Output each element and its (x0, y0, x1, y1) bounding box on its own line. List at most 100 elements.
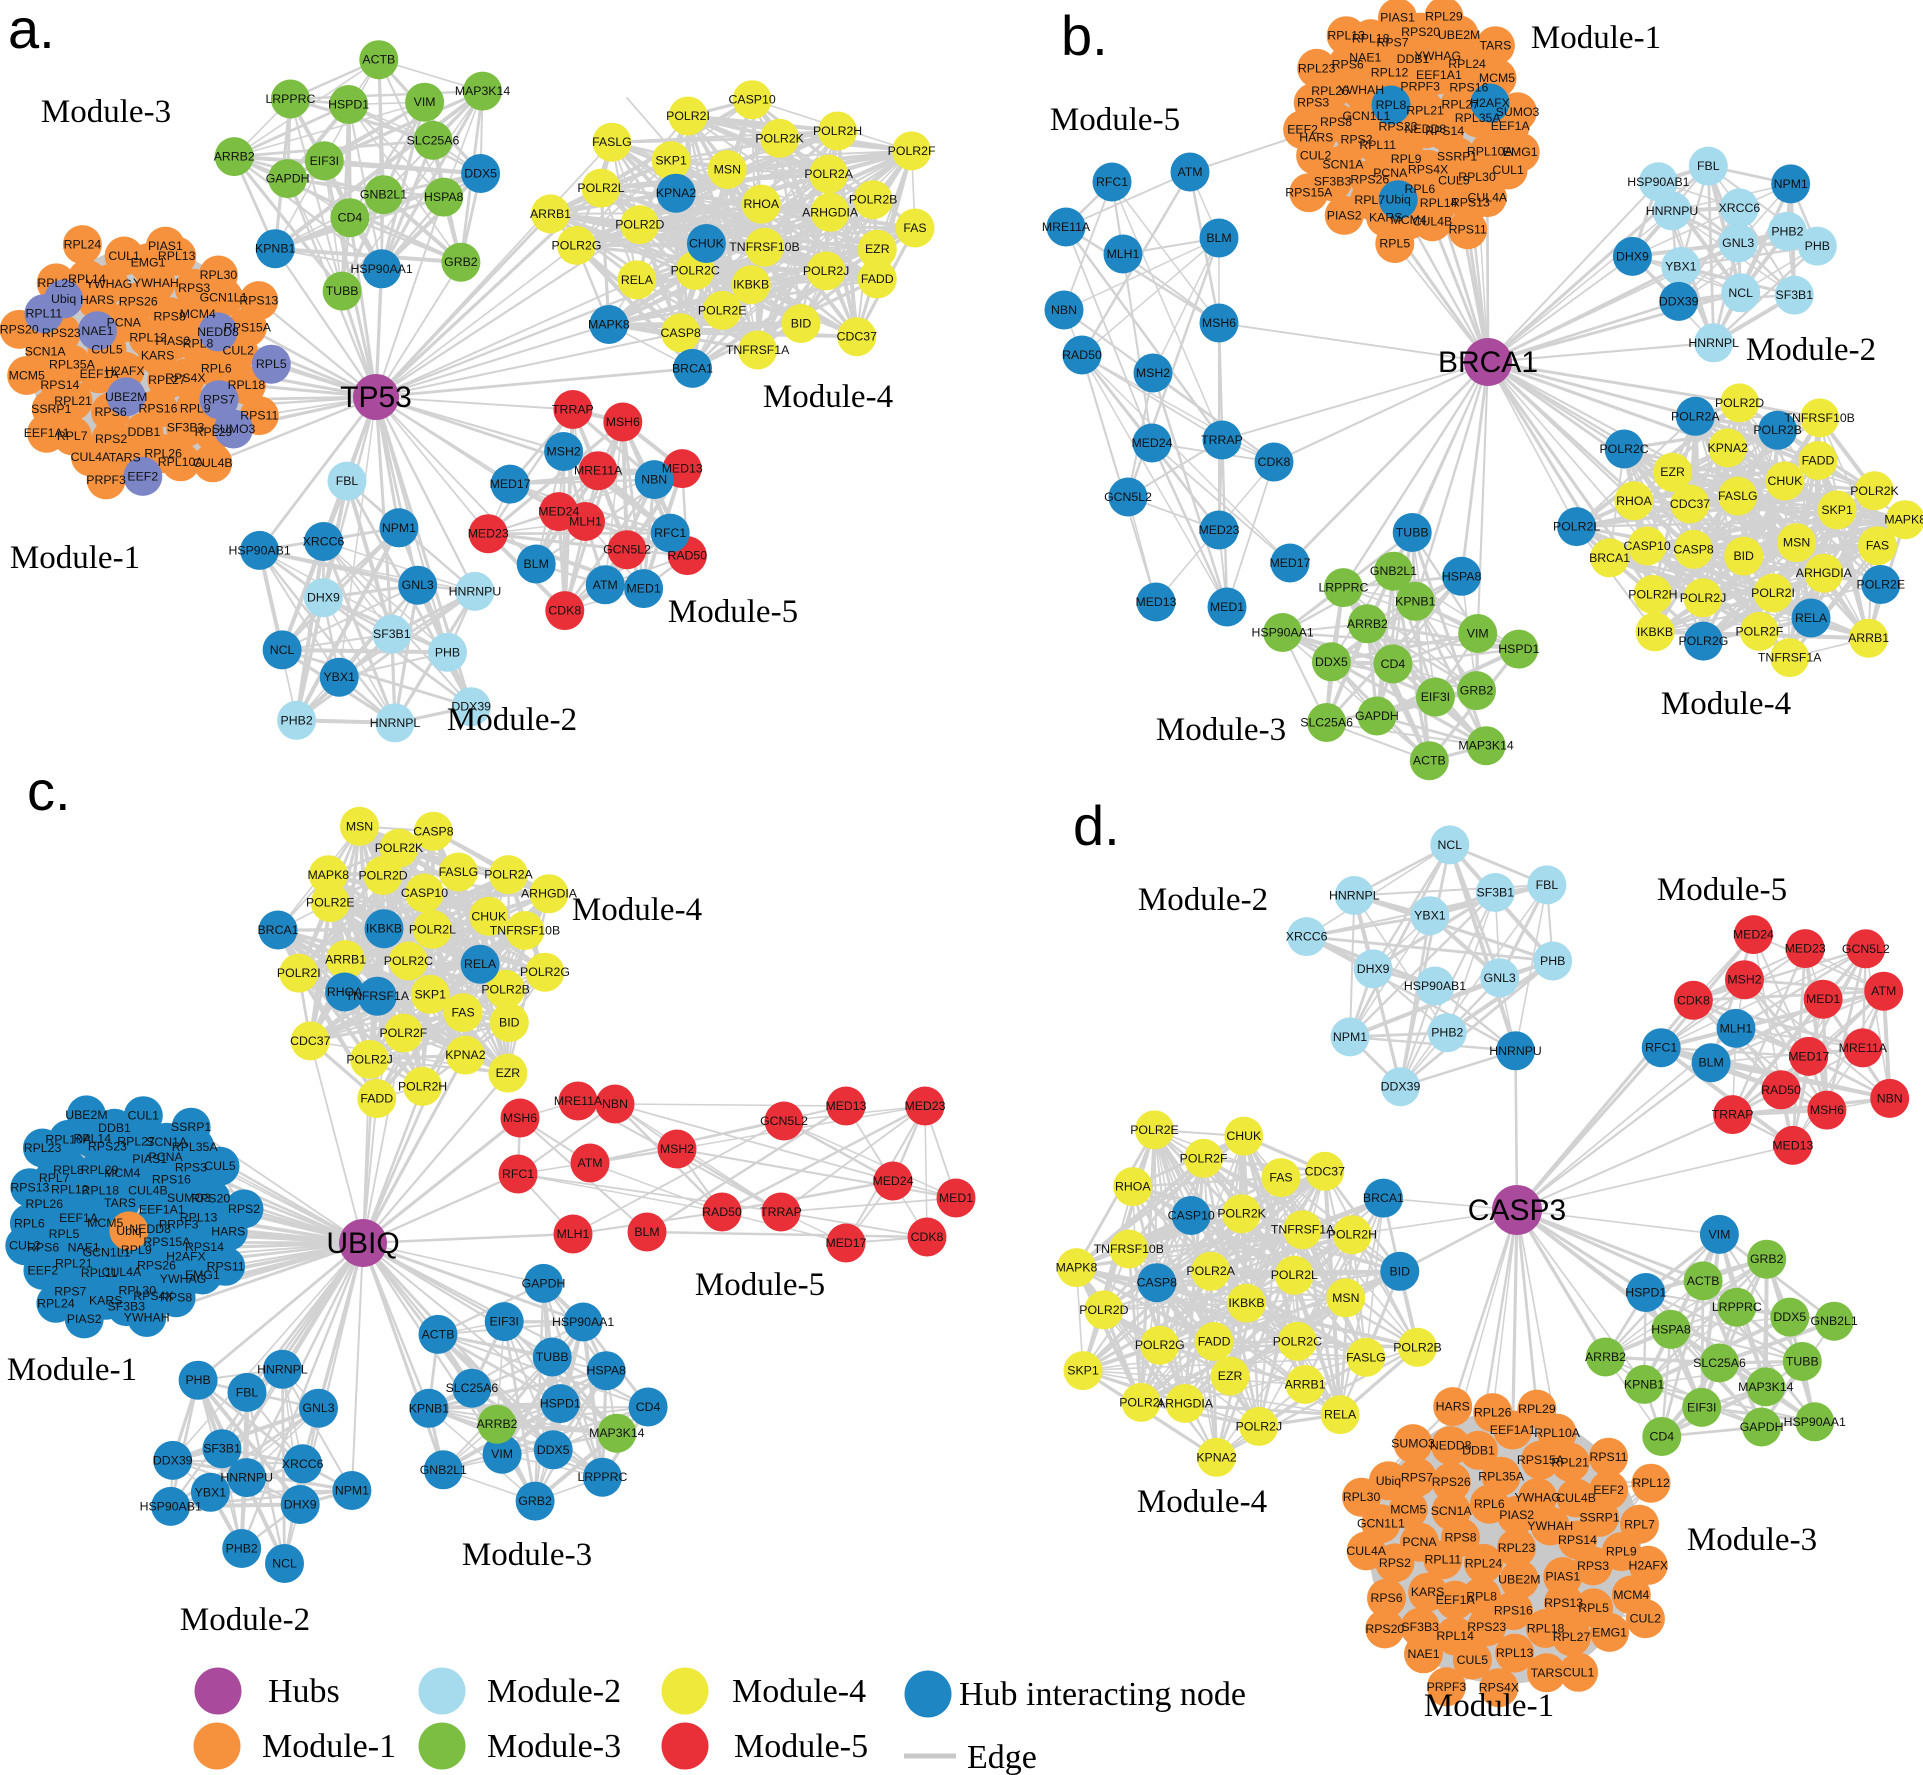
svg-text:EMG1: EMG1 (131, 256, 166, 270)
svg-text:RPL18: RPL18 (81, 1183, 119, 1197)
svg-text:RAD50: RAD50 (667, 549, 707, 563)
svg-text:SSRP1: SSRP1 (1437, 150, 1477, 164)
svg-text:RPS14: RPS14 (40, 378, 79, 392)
svg-text:RPL8: RPL8 (1466, 1590, 1497, 1604)
svg-text:RAD50: RAD50 (1062, 348, 1102, 362)
svg-text:Module-4: Module-4 (572, 892, 702, 928)
svg-text:MED13: MED13 (1135, 595, 1176, 609)
svg-text:SLC25A6: SLC25A6 (1693, 1356, 1746, 1370)
svg-text:HNRNPU: HNRNPU (449, 584, 502, 598)
svg-text:RPL26: RPL26 (144, 447, 182, 461)
svg-text:MLH1: MLH1 (557, 1227, 590, 1241)
svg-text:YWHAH: YWHAH (124, 1311, 170, 1325)
svg-text:MRE11A: MRE11A (1042, 220, 1091, 234)
svg-text:MCM4: MCM4 (1390, 213, 1426, 227)
svg-text:NBN: NBN (1877, 1091, 1903, 1105)
svg-text:XRCC6: XRCC6 (1719, 201, 1761, 215)
svg-text:CASP10: CASP10 (1624, 539, 1671, 553)
svg-text:SF3B3: SF3B3 (1401, 1620, 1439, 1634)
svg-text:DDX39: DDX39 (1381, 1080, 1421, 1094)
svg-text:ARHGDIA: ARHGDIA (1796, 566, 1853, 580)
svg-text:RPL23: RPL23 (37, 276, 75, 290)
svg-text:RPL13: RPL13 (1327, 29, 1365, 43)
svg-text:Module-4: Module-4 (1661, 686, 1791, 722)
svg-text:FASLG: FASLG (592, 135, 632, 149)
svg-text:SUMO3: SUMO3 (1391, 1437, 1435, 1451)
svg-text:CASP8: CASP8 (661, 326, 701, 340)
svg-text:RPS26: RPS26 (1432, 1475, 1471, 1489)
svg-text:RHOA: RHOA (744, 197, 780, 211)
svg-text:RPL13: RPL13 (1496, 1646, 1534, 1660)
svg-text:Module-2: Module-2 (1746, 332, 1876, 368)
svg-text:HSP90AA1: HSP90AA1 (1784, 1415, 1846, 1429)
svg-text:FBL: FBL (1697, 159, 1720, 173)
svg-text:RPL6: RPL6 (1405, 182, 1436, 196)
svg-text:RPL14: RPL14 (1420, 196, 1458, 210)
svg-text:SUMO3: SUMO3 (1496, 105, 1540, 119)
svg-text:MED1: MED1 (1210, 600, 1244, 614)
svg-text:POLR2A: POLR2A (484, 868, 533, 882)
svg-text:CDC37: CDC37 (1670, 497, 1710, 511)
svg-text:SUMO3: SUMO3 (212, 422, 256, 436)
svg-text:PCNA: PCNA (1373, 166, 1408, 180)
svg-text:TNFRSF10B: TNFRSF10B (1785, 411, 1855, 425)
svg-text:POLR2K: POLR2K (1217, 1207, 1266, 1221)
svg-text:RPL26: RPL26 (1474, 1406, 1512, 1420)
svg-text:SSRP1: SSRP1 (171, 1120, 211, 1134)
svg-text:RPS20: RPS20 (1365, 1622, 1404, 1636)
svg-text:RPL35A: RPL35A (172, 1140, 219, 1154)
svg-text:CUL2: CUL2 (1630, 1612, 1662, 1626)
svg-text:SCN1A: SCN1A (1322, 158, 1364, 172)
svg-text:HNRNPU: HNRNPU (1646, 204, 1699, 218)
svg-text:MAP3K14: MAP3K14 (1738, 1380, 1794, 1394)
svg-text:KARS: KARS (1369, 211, 1403, 225)
svg-text:MCM5: MCM5 (9, 369, 45, 383)
svg-text:RPS4X: RPS4X (133, 1289, 173, 1303)
svg-text:NBN: NBN (641, 473, 667, 487)
svg-text:PIAS1: PIAS1 (132, 1152, 167, 1166)
svg-text:CUL4A: CUL4A (1346, 1544, 1386, 1558)
svg-text:RAD50: RAD50 (1761, 1083, 1801, 1097)
svg-text:PHB2: PHB2 (226, 1542, 258, 1556)
svg-text:CUL5: CUL5 (91, 342, 123, 356)
svg-text:CDC37: CDC37 (837, 330, 877, 344)
svg-text:NAE1: NAE1 (1349, 50, 1381, 64)
svg-text:EEF2: EEF2 (28, 1263, 59, 1277)
svg-text:BRCA1: BRCA1 (1589, 551, 1630, 565)
svg-text:CDC37: CDC37 (290, 1034, 330, 1048)
svg-text:RPL26: RPL26 (1311, 84, 1349, 98)
svg-text:NBN: NBN (1051, 303, 1077, 317)
svg-text:BID: BID (499, 1016, 520, 1030)
svg-text:NPM1: NPM1 (382, 521, 416, 535)
svg-text:POLR2B: POLR2B (481, 982, 530, 996)
svg-text:YWHAH: YWHAH (1338, 83, 1384, 97)
svg-text:MED13: MED13 (662, 462, 703, 476)
svg-text:SKP1: SKP1 (1067, 1364, 1099, 1378)
svg-text:GAPDH: GAPDH (522, 1276, 566, 1290)
svg-text:ARRB1: ARRB1 (530, 207, 571, 221)
svg-text:EEF1A: EEF1A (80, 367, 120, 381)
svg-text:RPS26: RPS26 (119, 295, 158, 309)
svg-text:HARS: HARS (1299, 130, 1333, 144)
svg-text:EZR: EZR (496, 1066, 521, 1080)
svg-text:BLM: BLM (1698, 1056, 1723, 1070)
svg-text:RPS23: RPS23 (42, 326, 81, 340)
svg-text:POLR2A: POLR2A (1186, 1264, 1235, 1278)
svg-text:GRB2: GRB2 (1750, 1252, 1784, 1266)
svg-text:PRPF3: PRPF3 (159, 1218, 199, 1232)
svg-text:MLH1: MLH1 (1107, 247, 1140, 261)
svg-text:Module-5: Module-5 (734, 1728, 868, 1765)
svg-text:HSPA8: HSPA8 (1651, 1322, 1691, 1336)
svg-text:RPS23: RPS23 (88, 1139, 127, 1153)
svg-text:RPL10A: RPL10A (1467, 144, 1514, 158)
svg-text:MSN: MSN (714, 163, 741, 177)
svg-text:MED1: MED1 (1806, 992, 1840, 1006)
svg-text:XRCC6: XRCC6 (282, 1457, 324, 1471)
svg-text:BLM: BLM (1206, 231, 1231, 245)
svg-text:RPL29: RPL29 (81, 1163, 119, 1177)
svg-text:POLR2A: POLR2A (1671, 409, 1720, 423)
svg-text:ACTB: ACTB (422, 1327, 455, 1341)
svg-text:POLR2L: POLR2L (1553, 520, 1600, 534)
svg-text:RPS13: RPS13 (239, 294, 278, 308)
svg-text:RPS4X: RPS4X (165, 371, 205, 385)
